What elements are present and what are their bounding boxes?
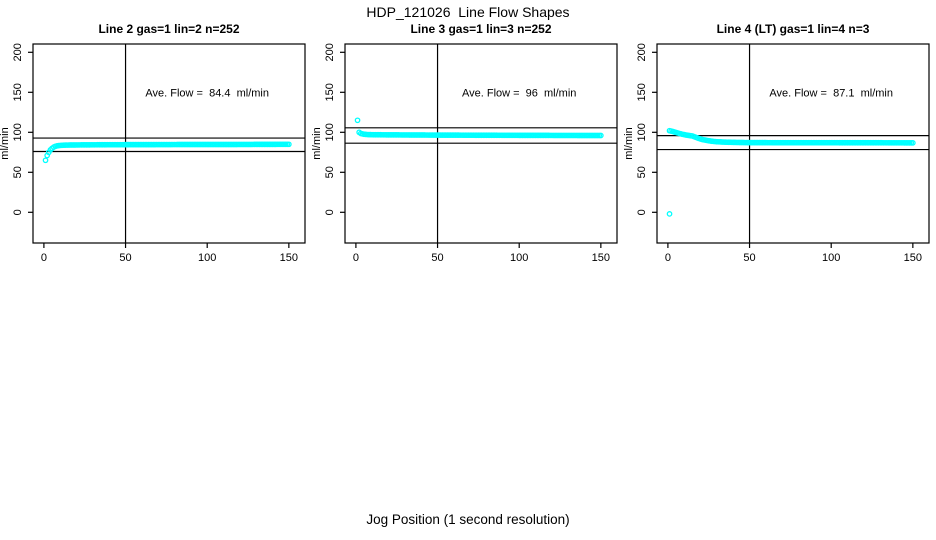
y-tick-label: 0	[324, 209, 336, 215]
x-tick-label: 0	[353, 252, 359, 264]
y-tick-label: 200	[12, 43, 24, 61]
data-series	[42, 141, 292, 164]
y-tick-label: 200	[324, 43, 336, 61]
axes	[652, 43, 930, 248]
ave-flow-annotation: Ave. Flow = 87.1 ml/min	[769, 87, 893, 99]
panel-title: Line 3 gas=1 lin=3 n=252	[410, 22, 551, 36]
panel-title: Line 4 (LT) gas=1 lin=4 n=3	[717, 22, 870, 36]
panel-line4-chart: 0 50 100 150 0 50 100 150 200 ml/min Line 4 (LT) g…	[624, 22, 930, 264]
x-tick-label: 100	[822, 252, 840, 264]
x-tick-label: 150	[904, 252, 922, 264]
data-series	[354, 117, 604, 139]
axes	[28, 43, 306, 248]
y-tick-label: 50	[636, 166, 648, 178]
outlier-point	[666, 211, 673, 217]
y-axis-title: ml/min	[624, 127, 635, 159]
y-axis-title: ml/min	[312, 127, 323, 159]
ave-flow-annotation: Ave. Flow = 96 ml/min	[462, 87, 576, 99]
panel-title: Line 2 gas=1 lin=2 n=252	[98, 22, 239, 36]
x-tick-label: 0	[41, 252, 47, 264]
ave-flow-annotation: Ave. Flow = 84.4 ml/min	[145, 87, 269, 99]
x-tick-label: 150	[280, 252, 298, 264]
x-axis-label: Jog Position (1 second resolution)	[366, 512, 570, 527]
y-axis-title: ml/min	[0, 127, 11, 159]
data-point	[909, 140, 916, 146]
y-tick-label: 100	[636, 123, 648, 141]
data-point	[354, 117, 361, 124]
data-point	[42, 157, 49, 164]
y-tick-label: 150	[636, 83, 648, 101]
data-series	[666, 127, 916, 217]
y-tick-label: 100	[12, 123, 24, 141]
plot-box	[32, 43, 306, 244]
y-tick-label: 150	[12, 83, 24, 101]
figure-title: HDP_121026 Line Flow Shapes	[366, 4, 570, 20]
data-point	[597, 132, 604, 139]
x-tick-label: 50	[119, 252, 131, 264]
data-point	[285, 141, 292, 148]
x-tick-label: 100	[510, 252, 528, 264]
x-tick-label: 50	[743, 252, 755, 264]
y-tick-label: 200	[636, 43, 648, 61]
y-tick-label: 50	[12, 166, 24, 178]
y-tick-label: 0	[12, 209, 24, 215]
x-tick-label: 50	[431, 252, 443, 264]
x-tick-label: 150	[592, 252, 610, 264]
y-tick-label: 150	[324, 83, 336, 101]
panel-line2-chart: 0 50 100 150 0 50 100 150 200 ml/min Line 2 gas=1 …	[0, 22, 306, 264]
x-tick-label: 100	[198, 252, 216, 264]
plot-box	[656, 43, 930, 244]
x-tick-label: 0	[665, 252, 671, 264]
y-tick-label: 0	[636, 209, 648, 215]
y-tick-label: 50	[324, 166, 336, 178]
y-tick-label: 100	[324, 123, 336, 141]
panel-line3-chart: 0 50 100 150 0 50 100 150 200 ml/min Line 3 gas=1 …	[312, 22, 618, 264]
axes	[340, 43, 618, 248]
